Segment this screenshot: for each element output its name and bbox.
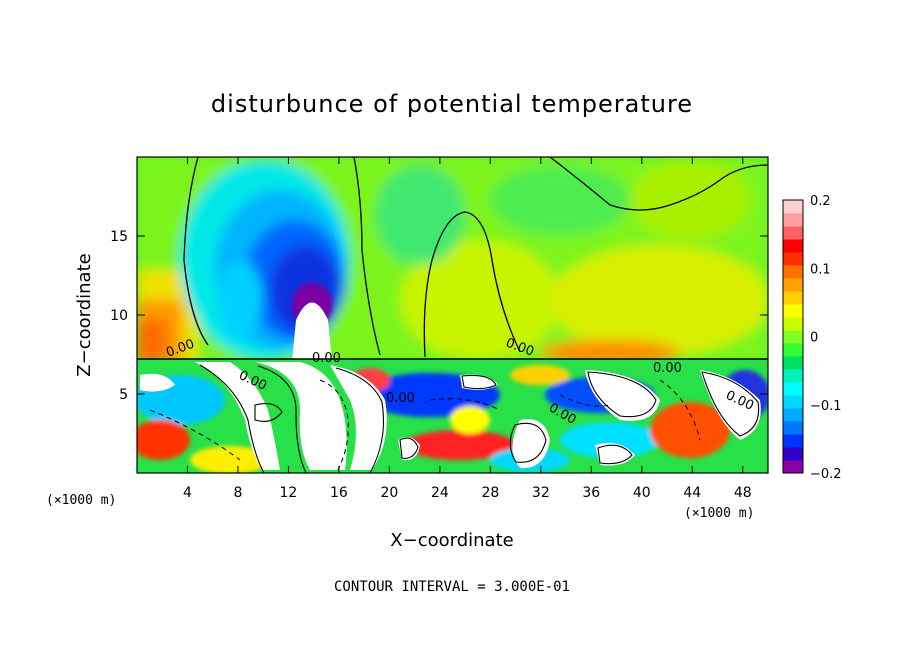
x-tick-label: 4 bbox=[183, 485, 192, 501]
x-tick-label: 44 bbox=[683, 485, 701, 501]
colorbar-swatch bbox=[783, 356, 803, 370]
colorbar-swatch bbox=[783, 421, 803, 435]
x-tick-label: 12 bbox=[280, 485, 298, 501]
x-tick-label: 48 bbox=[734, 485, 752, 501]
colorbar-swatch bbox=[783, 382, 803, 396]
colorbar-swatch bbox=[783, 239, 803, 253]
x-unit-left: (×1000 m) bbox=[46, 493, 116, 508]
x-axis-label: X−coordinate bbox=[390, 530, 513, 551]
y-tick-label: 5 bbox=[119, 387, 128, 403]
x-axis: 4 8 12 16 20 24 28 32 36 40 44 48 bbox=[183, 157, 752, 501]
x-tick-label: 36 bbox=[582, 485, 600, 501]
colorbar-swatch bbox=[783, 395, 803, 409]
colorbar-swatch bbox=[783, 369, 803, 383]
colorbar-frame bbox=[782, 199, 804, 474]
colorbar-swatch bbox=[783, 460, 803, 474]
colorbar-tick-label: −0.1 bbox=[810, 399, 842, 414]
x-tick-label: 24 bbox=[431, 485, 449, 501]
colorbar bbox=[782, 199, 804, 474]
x-unit-right: (×1000 m) bbox=[684, 506, 754, 521]
colorbar-swatch bbox=[783, 278, 803, 292]
colorbar-swatch bbox=[783, 343, 803, 357]
colorbar-tick-label: 0 bbox=[810, 331, 818, 346]
x-tick-label: 28 bbox=[481, 485, 499, 501]
colorbar-swatch bbox=[783, 447, 803, 461]
colorbar-tick-label: −0.2 bbox=[810, 467, 842, 482]
colorbar-swatch bbox=[783, 434, 803, 448]
colorbar-swatch bbox=[783, 304, 803, 318]
colorbar-tick-label: 0.1 bbox=[810, 262, 831, 277]
x-tick-label: 16 bbox=[330, 485, 348, 501]
y-axis-label: Z−coordinate bbox=[74, 253, 95, 376]
colorbar-swatch bbox=[783, 408, 803, 422]
colorbar-swatch bbox=[783, 330, 803, 344]
x-tick-label: 32 bbox=[532, 485, 550, 501]
colorbar-swatch bbox=[783, 226, 803, 240]
colorbar-swatch bbox=[783, 291, 803, 305]
y-axis: 5 10 15 bbox=[110, 229, 768, 403]
x-tick-label: 20 bbox=[380, 485, 398, 501]
colorbar-swatch bbox=[783, 200, 803, 214]
x-tick-label: 40 bbox=[633, 485, 651, 501]
colorbar-tick-label: 0.2 bbox=[810, 194, 831, 209]
contour-label: 0.00 bbox=[386, 391, 415, 406]
contour-label: 0.00 bbox=[312, 351, 341, 366]
heatmap-field bbox=[137, 157, 768, 473]
colorbar-swatch bbox=[783, 252, 803, 266]
colorbar-swatch bbox=[783, 265, 803, 279]
chart-title: disturbunce of potential temperature bbox=[211, 90, 693, 118]
colorbar-ticks: 0.2 0.1 0 −0.1 −0.2 bbox=[810, 194, 842, 482]
x-tick-label: 8 bbox=[233, 485, 242, 501]
colorbar-swatch bbox=[783, 317, 803, 331]
contour-label: 0.00 bbox=[653, 361, 682, 376]
y-tick-label: 10 bbox=[110, 308, 128, 324]
y-tick-label: 15 bbox=[110, 229, 128, 245]
contour-interval-note: CONTOUR INTERVAL = 3.000E-01 bbox=[334, 579, 570, 595]
colorbar-swatch bbox=[783, 213, 803, 227]
